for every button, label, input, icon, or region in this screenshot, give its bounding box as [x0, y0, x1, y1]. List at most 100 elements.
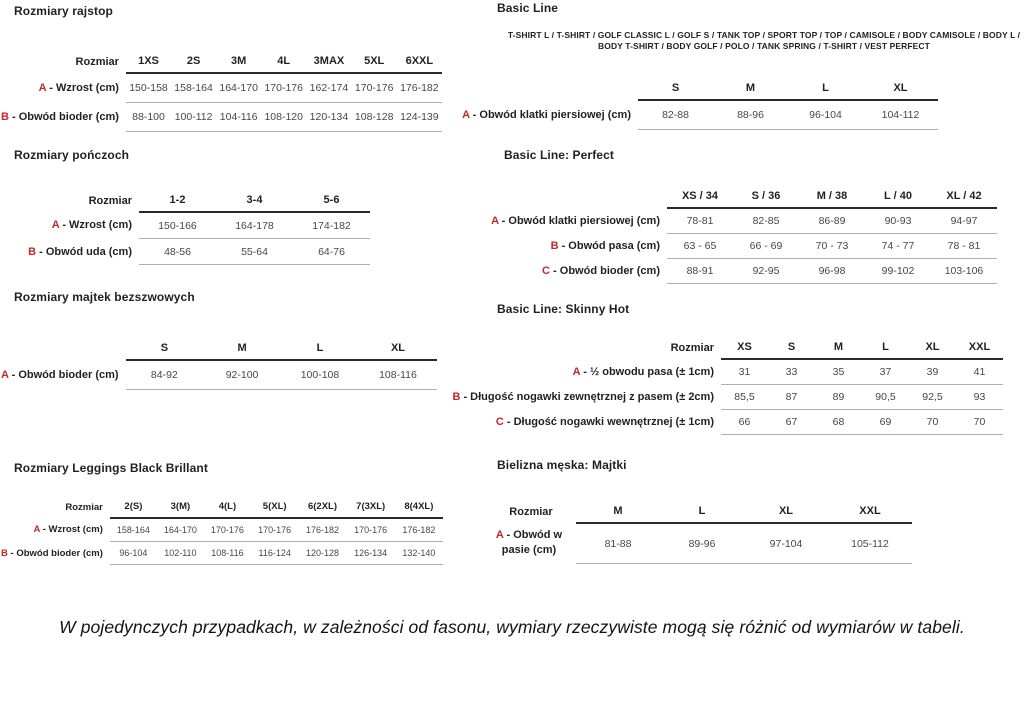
value-cell: 104-112 [863, 100, 938, 130]
value-cell: 81-88 [576, 523, 660, 564]
row-prefix: C [542, 265, 550, 277]
value-cell: 90,5 [862, 384, 909, 410]
table-row: C - Długość nogawki wewnętrznej (± 1cm) 6… [451, 409, 1003, 435]
column-header: 5XL [351, 47, 397, 74]
section-title-basic-line-skinny-hot: Basic Line: Skinny Hot [497, 302, 630, 316]
table-corner-label [0, 334, 126, 360]
row-label: C - Obwód bioder (cm) [542, 265, 660, 277]
value-cell: 176-182 [394, 518, 443, 542]
value-cell: 96-104 [109, 541, 157, 565]
section-title-basic-line: Basic Line [497, 1, 559, 15]
value-cell: 96-104 [788, 100, 863, 130]
value-cell: 96-98 [799, 258, 865, 284]
column-header: XXL [956, 335, 1003, 360]
value-cell: 108-116 [358, 360, 437, 390]
size-table: Rozmiar XS S M L XL XXL A - ½ obwodu pasa (± 1c… [451, 335, 1003, 435]
value-cell: 87 [768, 384, 815, 410]
column-header: M [713, 76, 788, 101]
column-header: XL [909, 335, 956, 360]
value-cell: 78 - 81 [931, 233, 997, 259]
section-title-rajstop: Rozmiary rajstop [14, 4, 113, 18]
majtek-bezszwowe-size-table: S M L XL A - Obwód bioder (cm) 84-92 92-100 100… [0, 334, 437, 390]
value-cell: 70 [909, 409, 956, 435]
column-header: 1-2 [139, 186, 216, 213]
table-row: A - Wzrost (cm) 158-164 164-170 170-176 170-… [0, 518, 443, 542]
row-label: B - Obwód bioder (cm) [1, 111, 119, 123]
table-row: C - Obwód bioder (cm) 88-91 92-95 96-98 99-1… [490, 258, 997, 284]
row-prefix: A [572, 365, 581, 378]
column-header: L [280, 334, 359, 361]
value-cell: 66 - 69 [733, 233, 799, 259]
row-label: B - Obwód pasa (cm) [550, 240, 660, 252]
section-title-leggings: Rozmiary Leggings Black Brillant [14, 461, 208, 475]
size-table: Rozmiar 1XS 2S 3M 4L 3MAX 5XL 6XXL A - Wzrost (c… [0, 47, 442, 132]
value-cell: 92-100 [203, 360, 281, 390]
size-table: Rozmiar 2(S) 3(M) 4(L) 5(XL) 6(2XL) 7(3XL) 8(4X… [0, 494, 443, 565]
value-cell: 33 [768, 359, 815, 385]
bielizna-meska-majtki-size-table: Rozmiar M L XL XXL A - Obwód w pasie (cm) 81-8… [486, 497, 912, 564]
column-header: M [576, 497, 660, 524]
table-row: B - Obwód bioder (cm) 88-100 100-112 104-11… [0, 102, 442, 132]
column-header: L [788, 76, 863, 101]
table-corner-label [490, 182, 667, 208]
value-cell: 126-134 [346, 541, 395, 565]
leggings-size-table: Rozmiar 2(S) 3(M) 4(L) 5(XL) 6(2XL) 7(3XL) 8(4X… [0, 494, 443, 565]
row-label: B - Obwód uda (cm) [28, 245, 132, 258]
section-title-bielizna-meska-majtki: Bielizna męska: Majtki [497, 458, 627, 472]
table-row: A - Obwód bioder (cm) 84-92 92-100 100-108 1… [0, 360, 437, 390]
row-label: B - Obwód bioder (cm) [1, 547, 103, 559]
value-cell: 68 [815, 409, 862, 435]
column-header: 1XS [125, 47, 172, 74]
value-cell: 37 [862, 359, 909, 385]
value-cell: 66 [721, 409, 768, 435]
header-row: Rozmiar 1XS 2S 3M 4L 3MAX 5XL 6XXL [0, 47, 442, 74]
row-label: A - Obwód klatki piersiowej (cm) [462, 108, 631, 121]
value-cell: 120-128 [298, 541, 347, 565]
column-header: S [768, 335, 815, 360]
basic-line-skinny-hot-size-table: Rozmiar XS S M L XL XXL A - ½ obwodu pasa (± 1c… [451, 335, 1003, 435]
column-header: 5(XL) [250, 494, 299, 519]
row-prefix: A [38, 81, 47, 94]
value-cell: 93 [956, 384, 1003, 410]
value-cell: 89 [815, 384, 862, 410]
column-header: S [638, 76, 713, 101]
value-cell: 94-97 [931, 208, 997, 234]
size-table: XS / 34 S / 36 M / 38 L / 40 XL / 42 A - Obwó… [490, 182, 997, 284]
column-header: L / 40 [865, 182, 931, 209]
header-row: S M L XL [461, 76, 938, 101]
row-label: A - Wzrost (cm) [38, 81, 119, 94]
header-row: S M L XL [0, 334, 437, 361]
value-cell: 170-176 [351, 73, 397, 103]
value-cell: 124-139 [396, 102, 442, 132]
row-prefix: B [28, 245, 37, 258]
value-cell: 116-124 [250, 541, 299, 565]
section-title-ponczoch: Rozmiary pończoch [14, 148, 130, 162]
header-row: Rozmiar XS S M L XL XXL [451, 335, 1003, 360]
basic-line-perfect-size-table: XS / 34 S / 36 M / 38 L / 40 XL / 42 A - Obwó… [490, 182, 997, 284]
disclaimer-footnote: W pojedynczych przypadkach, w zależności… [59, 617, 965, 637]
row-label: A - Wzrost (cm) [51, 219, 132, 232]
table-corner-label: Rozmiar [670, 342, 714, 354]
row-label: A - Obwód w pasie (cm) [495, 529, 563, 557]
table-corner-label: Rozmiar [88, 195, 132, 207]
value-cell: 174-182 [293, 212, 370, 239]
value-cell: 39 [909, 359, 956, 385]
table-row: A - ½ obwodu pasa (± 1cm) 31 33 35 37 39 41 [451, 359, 1003, 385]
value-cell: 100-112 [171, 102, 217, 132]
value-cell: 150-158 [125, 73, 172, 103]
column-header: XL / 42 [931, 182, 997, 209]
table-row: A - Obwód w pasie (cm) 81-88 89-96 97-104 10… [486, 523, 912, 564]
row-label: B - Długość nogawki zewnętrznej z pasem … [452, 391, 714, 403]
value-cell: 84-92 [125, 360, 204, 390]
value-cell: 85,5 [721, 384, 768, 410]
table-row: A - Wzrost (cm) 150-158 158-164 164-170 170-… [0, 73, 442, 103]
value-cell: 82-85 [733, 208, 799, 234]
row-label: A - Obwód bioder (cm) [1, 368, 119, 381]
column-header: M [203, 334, 281, 361]
row-prefix: A [33, 524, 41, 536]
value-cell: 150-166 [139, 212, 216, 239]
column-header: L [660, 497, 744, 524]
row-label: C - Długość nogawki wewnętrznej (± 1cm) [495, 416, 714, 428]
row-prefix: A [462, 108, 470, 121]
value-cell: 92,5 [909, 384, 956, 410]
